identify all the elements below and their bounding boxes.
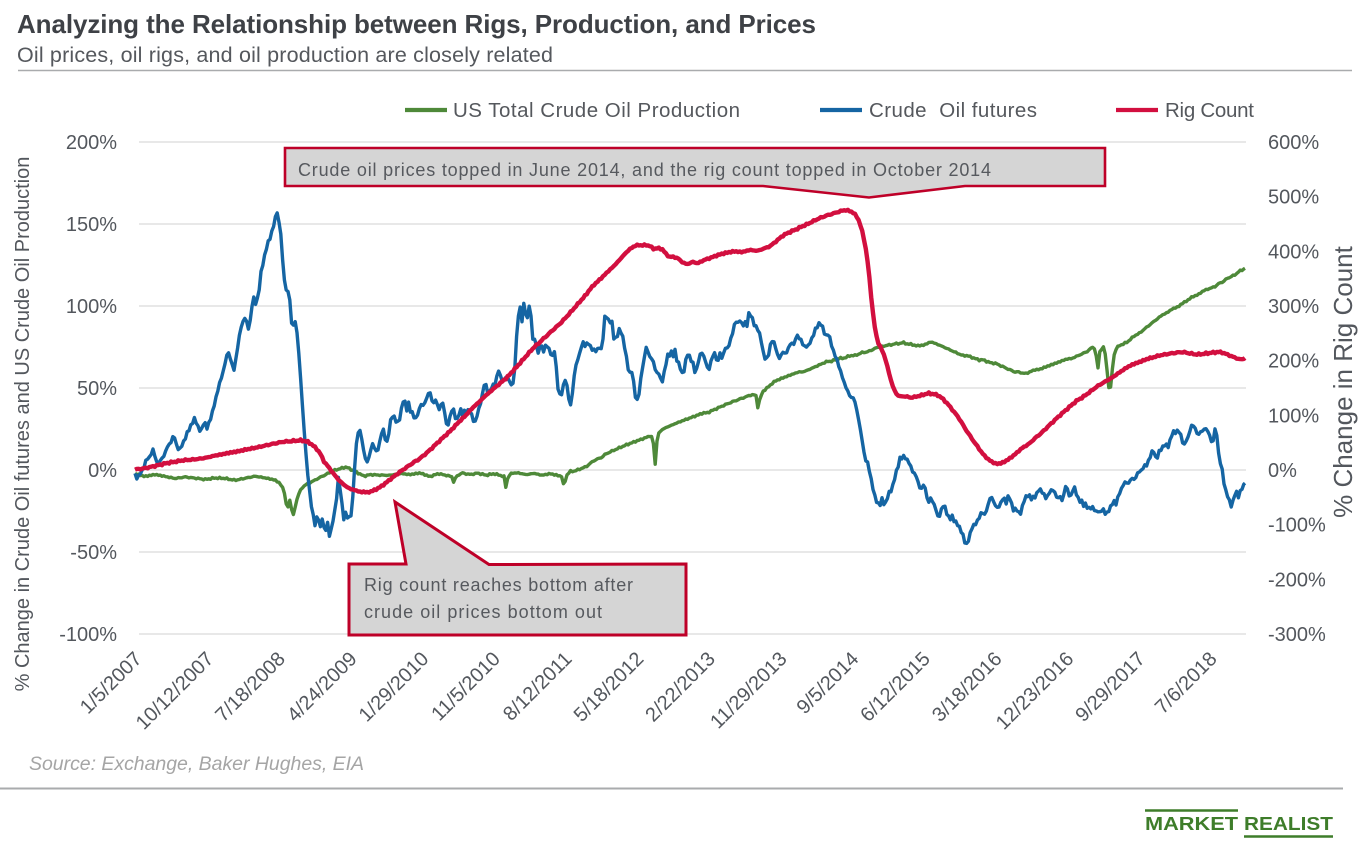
- svg-text:400%: 400%: [1268, 241, 1319, 263]
- svg-text:% Change in Crude Oil futures: % Change in Crude Oil futures and US Cru…: [12, 157, 34, 692]
- svg-text:0%: 0%: [1268, 460, 1297, 482]
- svg-text:MARKET: MARKET: [1145, 814, 1238, 834]
- svg-text:0%: 0%: [88, 460, 117, 482]
- svg-text:US Total Crude Oil Production: US Total Crude Oil Production: [453, 99, 740, 122]
- svg-text:Crude oil prices topped in Jun: Crude oil prices topped in June 2014, an…: [298, 160, 991, 180]
- svg-text:Rig count reaches bottom after: Rig count reaches bottom after: [364, 575, 633, 595]
- svg-text:Analyzing the Relationship bet: Analyzing the Relationship between Rigs,…: [17, 9, 816, 39]
- svg-text:REALIST: REALIST: [1244, 814, 1333, 834]
- svg-text:% Change in Rig Count: % Change in Rig Count: [1328, 245, 1358, 517]
- svg-text:crude oil prices bottom out: crude oil prices bottom out: [364, 602, 602, 622]
- svg-text:-300%: -300%: [1268, 624, 1326, 646]
- svg-text:50%: 50%: [77, 378, 117, 400]
- svg-text:Crude Oil futures: Crude Oil futures: [869, 99, 1037, 122]
- svg-text:Source: Exchange, Baker Hughes: Source: Exchange, Baker Hughes, EIA: [29, 753, 364, 775]
- svg-text:600%: 600%: [1268, 132, 1319, 154]
- svg-text:500%: 500%: [1268, 187, 1319, 209]
- svg-text:300%: 300%: [1268, 296, 1319, 318]
- svg-text:200%: 200%: [66, 132, 117, 154]
- svg-text:200%: 200%: [1268, 351, 1319, 373]
- svg-text:150%: 150%: [66, 214, 117, 236]
- svg-text:-100%: -100%: [1268, 515, 1326, 537]
- svg-text:Rig Count: Rig Count: [1165, 99, 1254, 122]
- svg-text:-200%: -200%: [1268, 569, 1326, 591]
- svg-text:Oil prices, oil rigs, and oil: Oil prices, oil rigs, and oil production…: [17, 43, 553, 67]
- svg-text:100%: 100%: [1268, 405, 1319, 427]
- svg-text:-100%: -100%: [59, 624, 117, 646]
- svg-text:-50%: -50%: [70, 542, 117, 564]
- svg-text:100%: 100%: [66, 296, 117, 318]
